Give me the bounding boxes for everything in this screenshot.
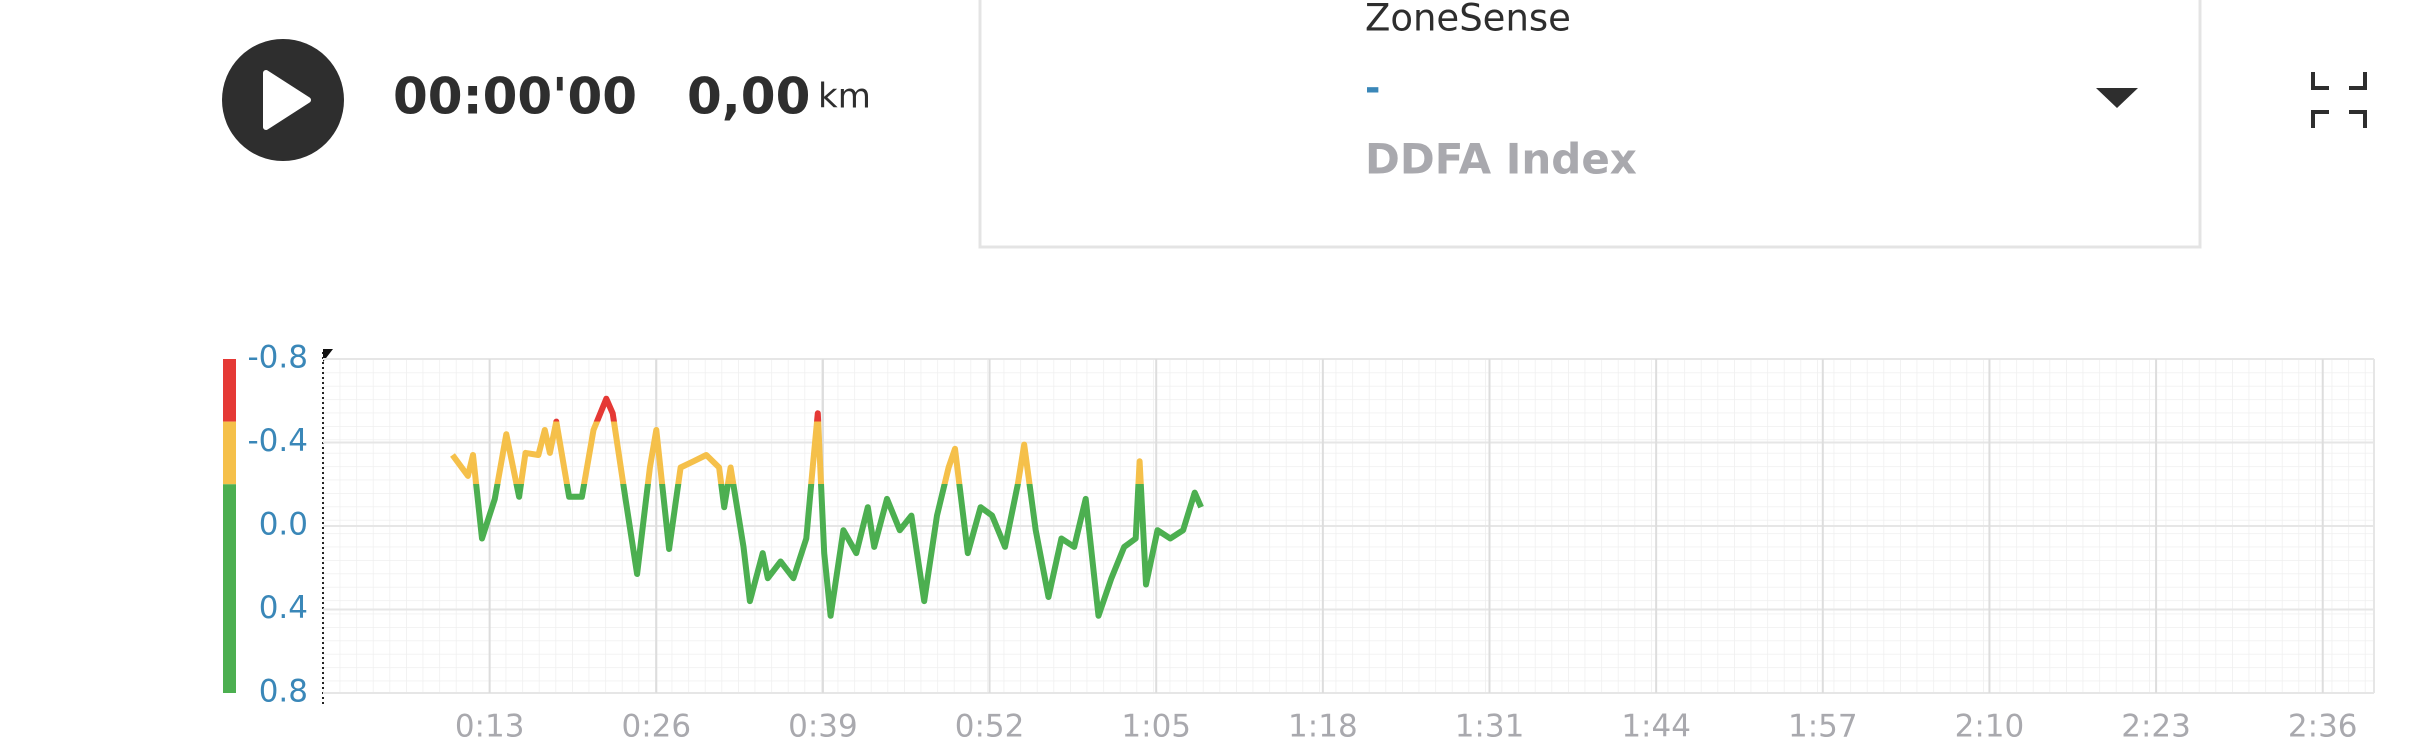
y-tick-label: -0.8 [248,340,309,376]
distance: 0,00 [687,68,810,126]
x-tick-label: 0:13 [455,709,525,745]
distance-unit: km [818,77,871,117]
dropdown-value: - [1365,67,1380,110]
y-tick-label: 0.8 [259,674,308,710]
dropdown-caret [2096,88,2138,108]
dropdown-metric: DDFA Index [1365,135,1637,184]
ddfa-line [450,395,1204,619]
y-tick-label: -0.4 [248,423,309,459]
y-tick-label: 0.0 [259,507,308,543]
y-tick-label: 0.4 [259,590,308,626]
dropdown-label: ZoneSense [1365,0,1571,40]
collapse-button[interactable] [2311,72,2367,128]
x-tick-label: 0:26 [621,709,691,745]
elapsed-time: 00:00'00 [393,68,637,126]
zone-bar [223,421,236,485]
zone-bar [223,484,236,693]
x-tick-label: 1:57 [1788,709,1858,745]
play-button[interactable] [222,39,344,161]
x-tick-label: 1:31 [1455,709,1525,745]
x-tick-label: 1:18 [1288,709,1358,745]
x-tick-label: 2:23 [2121,709,2191,745]
x-tick-label: 0:52 [955,709,1025,745]
x-tick-label: 2:10 [1955,709,2025,745]
zone-bar [223,359,236,422]
dropdown[interactable]: ZoneSense - DDFA Index [978,0,2202,249]
x-tick-label: 1:05 [1121,709,1191,745]
x-tick-label: 1:44 [1621,709,1691,745]
x-tick-label: 2:36 [2288,709,2358,745]
x-tick-label: 0:39 [788,709,858,745]
